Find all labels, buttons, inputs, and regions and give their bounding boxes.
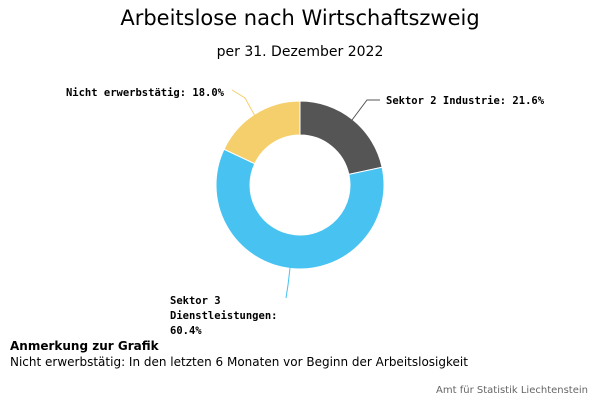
label-connector bbox=[231, 89, 256, 117]
donut-slices bbox=[215, 100, 385, 270]
label-connectors bbox=[231, 89, 380, 299]
note-text: Nicht erwerbstätig: In den letzten 6 Mon… bbox=[10, 355, 468, 369]
donut-slice-nicht-erwerbst-tig[interactable] bbox=[223, 100, 301, 165]
chart-title: Arbeitslose nach Wirtschaftszweig bbox=[120, 6, 480, 30]
chart-subtitle: per 31. Dezember 2022 bbox=[216, 44, 384, 60]
donut-slice-sektor-2-industrie[interactable] bbox=[299, 100, 383, 175]
credits-link[interactable]: Amt für Statistik Liechtenstein bbox=[436, 385, 588, 396]
data-label: Nicht erwerbstätig: 18.0% bbox=[66, 87, 225, 99]
label-connector bbox=[285, 267, 291, 299]
data-label: 60.4% bbox=[170, 325, 202, 337]
data-labels: Sektor 2 Industrie: 21.6% Sektor 3 Dienstl… bbox=[66, 87, 545, 337]
label-connector bbox=[351, 99, 380, 121]
note-heading: Anmerkung zur Grafik bbox=[10, 339, 159, 353]
data-label: Sektor 3 bbox=[170, 295, 221, 307]
donut-slice-sektor-3-dienstleistungen[interactable] bbox=[215, 148, 385, 270]
data-label: Sektor 2 Industrie: 21.6% bbox=[386, 95, 545, 107]
data-label: Dienstleistungen: bbox=[170, 310, 277, 322]
